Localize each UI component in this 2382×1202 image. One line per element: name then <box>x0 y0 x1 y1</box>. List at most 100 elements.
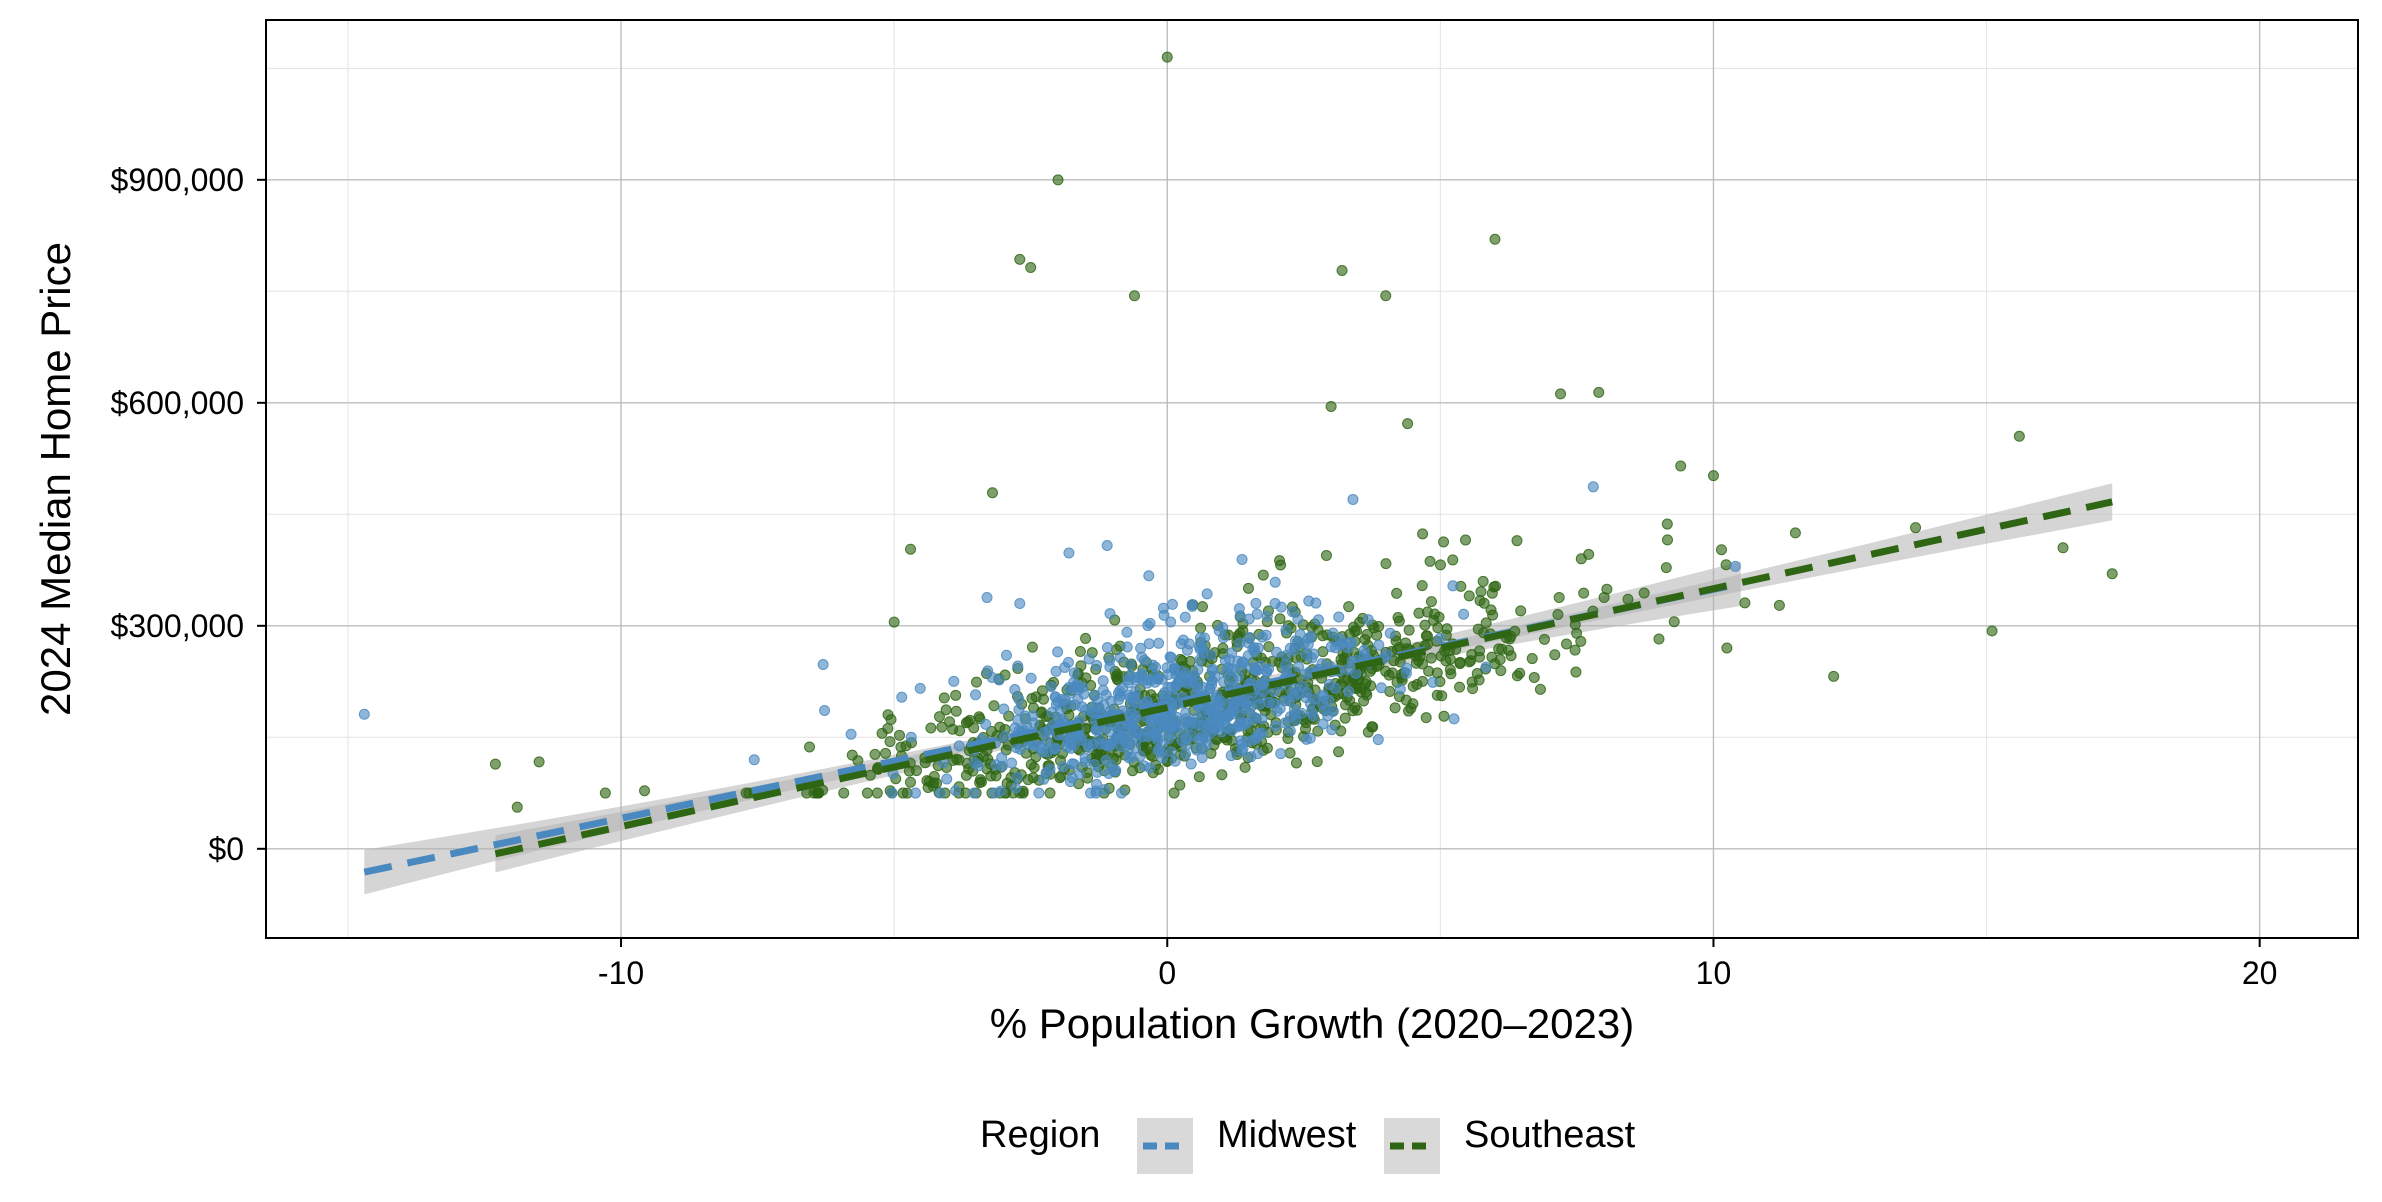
point-southeast <box>1739 597 1751 609</box>
point-southeast <box>1773 599 1785 611</box>
point-southeast <box>1336 264 1348 276</box>
point-midwest <box>1114 652 1126 664</box>
point-midwest <box>1169 755 1181 767</box>
point-midwest <box>1448 713 1460 725</box>
point-midwest <box>1179 611 1191 623</box>
point-southeast <box>1534 683 1546 695</box>
point-southeast <box>1661 534 1673 546</box>
point-midwest <box>1226 663 1238 675</box>
point-southeast <box>962 716 974 728</box>
point-southeast <box>1405 702 1417 714</box>
point-midwest <box>1052 646 1064 658</box>
point-midwest <box>950 785 962 797</box>
point-southeast <box>1485 604 1497 616</box>
x-tick-label: 20 <box>2242 955 2278 991</box>
point-midwest <box>1157 602 1169 614</box>
point-southeast <box>1261 742 1273 754</box>
point-southeast <box>1216 769 1228 781</box>
point-southeast <box>1526 653 1538 665</box>
point-midwest <box>1166 598 1178 610</box>
point-southeast <box>1367 721 1379 733</box>
point-southeast <box>1360 678 1372 690</box>
point-southeast <box>639 785 651 797</box>
point-southeast <box>2013 430 2025 442</box>
point-southeast <box>1339 712 1351 724</box>
point-midwest <box>1142 725 1154 737</box>
point-midwest <box>1381 649 1393 661</box>
point-midwest <box>1326 724 1338 736</box>
point-southeast <box>933 711 945 723</box>
point-southeast <box>1320 549 1332 561</box>
point-southeast <box>1174 779 1186 791</box>
point-southeast <box>1986 625 1998 637</box>
point-southeast <box>1417 528 1429 540</box>
point-midwest <box>1050 665 1062 677</box>
point-midwest <box>1153 637 1165 649</box>
point-midwest <box>1079 756 1091 768</box>
point-midwest <box>1091 778 1103 790</box>
point-southeast <box>904 776 916 788</box>
point-midwest <box>1289 635 1301 647</box>
point-southeast <box>1168 787 1180 799</box>
point-midwest <box>1268 698 1280 710</box>
point-midwest <box>1350 667 1362 679</box>
point-midwest <box>1234 708 1246 720</box>
point-southeast <box>960 769 972 781</box>
point-midwest <box>1091 659 1103 671</box>
point-southeast <box>1511 670 1523 682</box>
point-midwest <box>1312 614 1324 626</box>
point-southeast <box>1549 649 1561 661</box>
point-southeast <box>1074 646 1086 658</box>
point-midwest <box>1068 667 1080 679</box>
point-southeast <box>986 487 998 499</box>
point-southeast <box>1014 253 1026 265</box>
point-midwest <box>1009 684 1021 696</box>
point-midwest <box>1219 655 1231 667</box>
point-southeast <box>1052 174 1064 186</box>
y-tick-label: $600,000 <box>111 385 244 421</box>
point-southeast <box>1358 695 1370 707</box>
point-midwest <box>1165 746 1177 758</box>
point-midwest <box>1013 693 1025 705</box>
point-midwest <box>968 787 980 799</box>
point-midwest <box>1343 686 1355 698</box>
point-midwest <box>1210 700 1222 712</box>
point-midwest <box>1233 670 1245 682</box>
point-southeast <box>1593 386 1605 398</box>
point-southeast <box>1142 740 1154 752</box>
point-midwest <box>1136 651 1148 663</box>
point-southeast <box>880 747 892 759</box>
point-southeast <box>1434 559 1446 571</box>
point-southeast <box>975 776 987 788</box>
point-midwest <box>1293 661 1305 673</box>
point-midwest <box>1362 614 1374 626</box>
point-southeast <box>869 748 881 760</box>
point-midwest <box>1434 632 1446 644</box>
point-midwest <box>1278 695 1290 707</box>
point-midwest <box>1170 680 1182 692</box>
point-midwest <box>1145 674 1157 686</box>
point-midwest <box>1081 738 1093 750</box>
point-southeast <box>888 616 900 628</box>
point-midwest <box>1260 629 1272 641</box>
point-midwest <box>1069 699 1081 711</box>
point-midwest <box>1011 771 1023 783</box>
point-southeast <box>1423 665 1435 677</box>
point-midwest <box>1317 718 1329 730</box>
point-midwest <box>1384 627 1396 639</box>
point-midwest <box>998 703 1010 715</box>
point-midwest <box>1104 608 1116 620</box>
point-midwest <box>1085 787 1097 799</box>
point-southeast <box>811 787 823 799</box>
point-southeast <box>894 729 906 741</box>
point-midwest <box>1177 725 1189 737</box>
point-southeast <box>910 765 922 777</box>
point-southeast <box>1275 559 1287 571</box>
point-midwest <box>1286 606 1298 618</box>
point-midwest <box>1183 671 1195 683</box>
y-tick-label: $300,000 <box>111 608 244 644</box>
point-southeast <box>1080 672 1092 684</box>
point-midwest <box>1289 708 1301 720</box>
point-southeast <box>1480 617 1492 629</box>
point-southeast <box>1195 622 1207 634</box>
